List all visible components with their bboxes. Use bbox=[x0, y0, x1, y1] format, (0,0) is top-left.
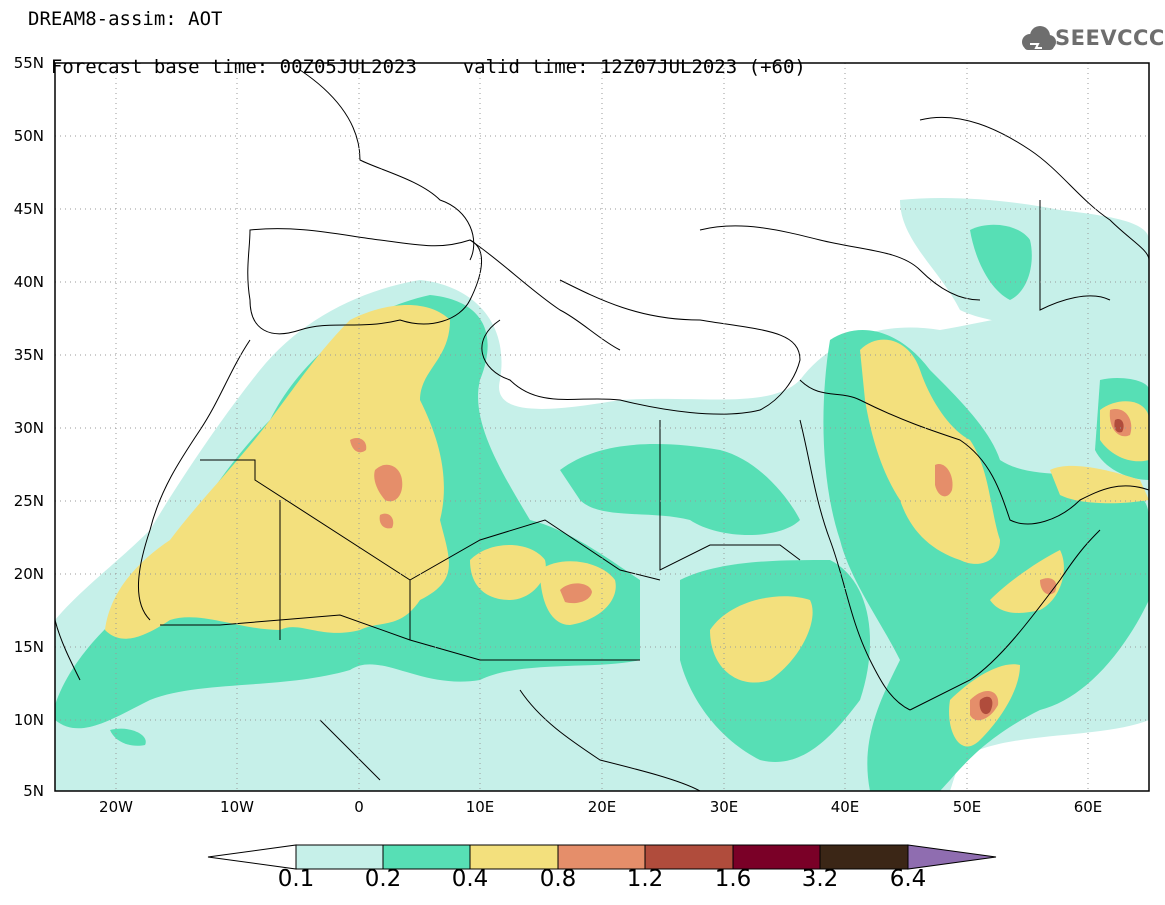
lat-label: 20N bbox=[13, 565, 44, 583]
lat-label: 55N bbox=[13, 54, 44, 72]
colorbar bbox=[207, 844, 997, 870]
colorbar-label: 0.1 bbox=[277, 866, 315, 892]
colorbar-label: 0.4 bbox=[451, 866, 489, 892]
aot-level-1-2 bbox=[979, 419, 1124, 715]
colorbar-box bbox=[819, 844, 909, 870]
map-title: DREAM8-assim: AOT bbox=[28, 8, 223, 30]
lat-label: 15N bbox=[13, 638, 44, 656]
lat-label: 5N bbox=[23, 782, 44, 800]
colorbar-box bbox=[732, 844, 821, 870]
lon-label: 20E bbox=[587, 798, 617, 816]
lon-label: 60E bbox=[1073, 798, 1103, 816]
lon-label: 10W bbox=[220, 798, 254, 816]
lat-label: 25N bbox=[13, 492, 44, 510]
lon-label: 0 bbox=[354, 798, 364, 816]
forecast-times: Forecast base time: 00Z05JUL2023 valid t… bbox=[28, 34, 806, 78]
logo bbox=[1022, 26, 1056, 50]
colorbar-label: 0.2 bbox=[364, 866, 402, 892]
lat-label: 10N bbox=[13, 711, 44, 729]
lon-label: 20W bbox=[99, 798, 133, 816]
lat-label: 30N bbox=[13, 419, 44, 437]
lon-label: 10E bbox=[465, 798, 495, 816]
colorbar-label: 3.2 bbox=[801, 866, 839, 892]
colorbar-extend-high bbox=[907, 844, 997, 870]
colorbar-box bbox=[557, 844, 646, 870]
colorbar-label: 0.8 bbox=[539, 866, 577, 892]
cloud-icon bbox=[1022, 26, 1056, 50]
lon-label: 50E bbox=[952, 798, 982, 816]
lat-label: 40N bbox=[13, 273, 44, 291]
colorbar-label: 6.4 bbox=[889, 866, 927, 892]
lat-label: 45N bbox=[13, 200, 44, 218]
base-time: Forecast base time: 00Z05JUL2023 bbox=[50, 56, 417, 78]
lon-label: 30E bbox=[709, 798, 739, 816]
aot-level-0-8 bbox=[350, 409, 1132, 721]
map-frame bbox=[54, 62, 1150, 792]
colorbar-label: 1.6 bbox=[714, 866, 752, 892]
lat-label: 35N bbox=[13, 346, 44, 364]
lon-label: 40E bbox=[830, 798, 860, 816]
colorbar-box bbox=[469, 844, 559, 870]
valid-time: valid time: 12Z07JUL2023 (+60) bbox=[462, 56, 806, 78]
colorbar-label: 1.2 bbox=[626, 866, 664, 892]
lat-label: 50N bbox=[13, 127, 44, 145]
logo-text: SEEVCCC bbox=[1055, 26, 1165, 50]
coastlines-borders bbox=[55, 69, 1149, 791]
